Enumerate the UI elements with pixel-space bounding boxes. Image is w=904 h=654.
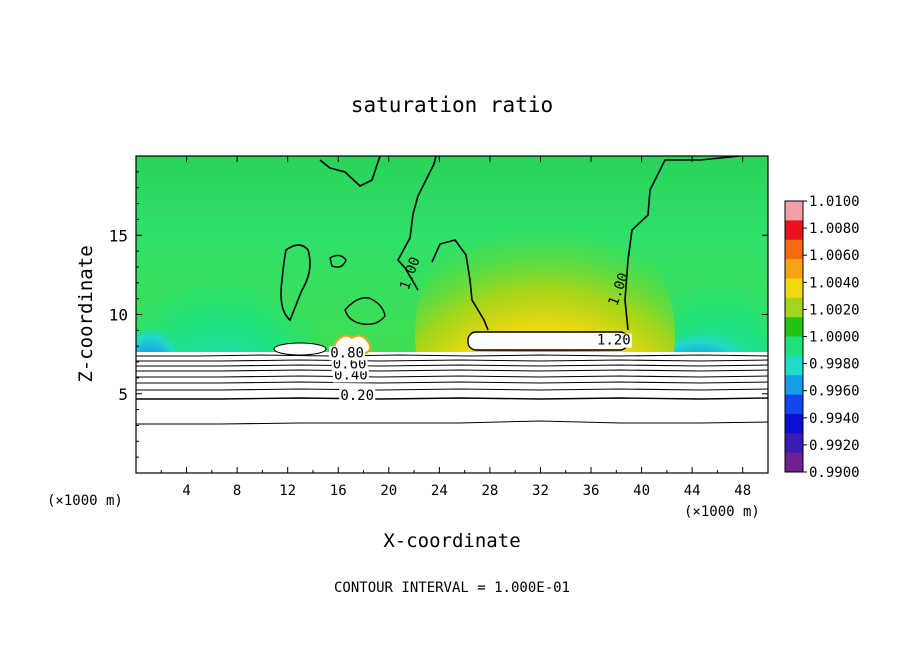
colorbar-swatch-12 (785, 433, 803, 454)
x-unit-label-right: (×1000 m) (684, 504, 760, 520)
colorbar-swatch-4 (785, 278, 803, 299)
colorbar-swatch-10 (785, 394, 803, 415)
contour-label-bg-3 (329, 346, 366, 361)
colorbar-swatch-13 (785, 452, 803, 473)
x-tick-label-11: 48 (734, 483, 751, 499)
colorbar-label-9: 0.9920 (809, 438, 860, 454)
x-tick-label-1: 8 (233, 483, 241, 499)
colorbar-swatch-9 (785, 375, 803, 396)
contour-label-bg-2 (331, 357, 368, 372)
colorbar-swatch-11 (785, 413, 803, 434)
colorbar-swatch-5 (785, 297, 803, 318)
contour-label-1: 0.40 (334, 367, 368, 383)
colorbar-swatch-0 (785, 201, 803, 221)
y-axis: 5 10 15 (109, 171, 768, 458)
contour-label-bg-1 (332, 368, 369, 383)
y-axis-title: Z-coordinate (75, 245, 97, 382)
y-tick-label-0: 5 (118, 385, 128, 404)
colorbar-label-4: 1.0020 (809, 302, 860, 318)
colorbar-label-3: 1.0040 (809, 275, 860, 291)
x-tick-label-7: 32 (532, 483, 549, 499)
colorbar-label-8: 0.9940 (809, 411, 860, 427)
colorbar-label-2: 1.0060 (809, 248, 860, 264)
colorbar: 1.0100 1.0080 1.0060 1.0040 1.0020 1.0000 0.99… (784, 194, 860, 481)
colorbar-swatch-8 (785, 355, 803, 376)
x-axis: 4 8 12 16 20 24 28 32 36 40 44 48 (160, 156, 751, 499)
x-tick-label-5: 24 (431, 483, 448, 499)
y-tick-label-1: 10 (109, 306, 128, 325)
colorbar-swatch-7 (785, 336, 803, 357)
colorbar-label-6: 0.9980 (809, 357, 860, 373)
x-axis-title: X-coordinate (383, 530, 520, 552)
colorbar-swatch-1 (785, 220, 803, 241)
x-tick-label-2: 12 (279, 483, 296, 499)
colorbar-label-7: 0.9960 (809, 384, 860, 400)
x-tick-label-8: 36 (583, 483, 600, 499)
contour-label-2: 0.60 (333, 356, 367, 372)
contour-label-bg-4 (595, 333, 632, 348)
colorbar-label-0: 1.0100 (809, 194, 860, 210)
x-tick-label-9: 40 (633, 483, 650, 499)
x-tick-label-3: 16 (330, 483, 347, 499)
colorbar-swatch-3 (785, 259, 803, 279)
contour-label-bg-0 (339, 389, 376, 404)
x-tick-label-10: 44 (684, 483, 701, 499)
contour-label-3: 0.80 (330, 345, 364, 361)
contour-interval-note: CONTOUR INTERVAL = 1.000E-01 (334, 580, 570, 596)
x-tick-label-6: 28 (481, 483, 498, 499)
contour-labels: 0.200.400.600.801.201.00 1.00 (329, 255, 632, 404)
contour-label-0: 0.20 (340, 388, 374, 404)
colorbar-swatch-6 (785, 317, 803, 337)
colorbar-label-1: 1.0080 (809, 221, 860, 237)
colorbar-label-10: 0.9900 (809, 465, 860, 481)
x-tick-label-4: 20 (380, 483, 397, 499)
y-tick-label-2: 15 (109, 226, 128, 245)
colorbar-swatch-2 (785, 239, 803, 260)
x-tick-label-0: 4 (182, 483, 190, 499)
colorbar-label-5: 1.0000 (809, 330, 860, 346)
chart-title: saturation ratio (351, 93, 553, 117)
contour-label-4: 1.20 (597, 333, 631, 349)
heatmap-field (136, 156, 768, 473)
x-unit-label-left: (×1000 m) (47, 493, 123, 509)
